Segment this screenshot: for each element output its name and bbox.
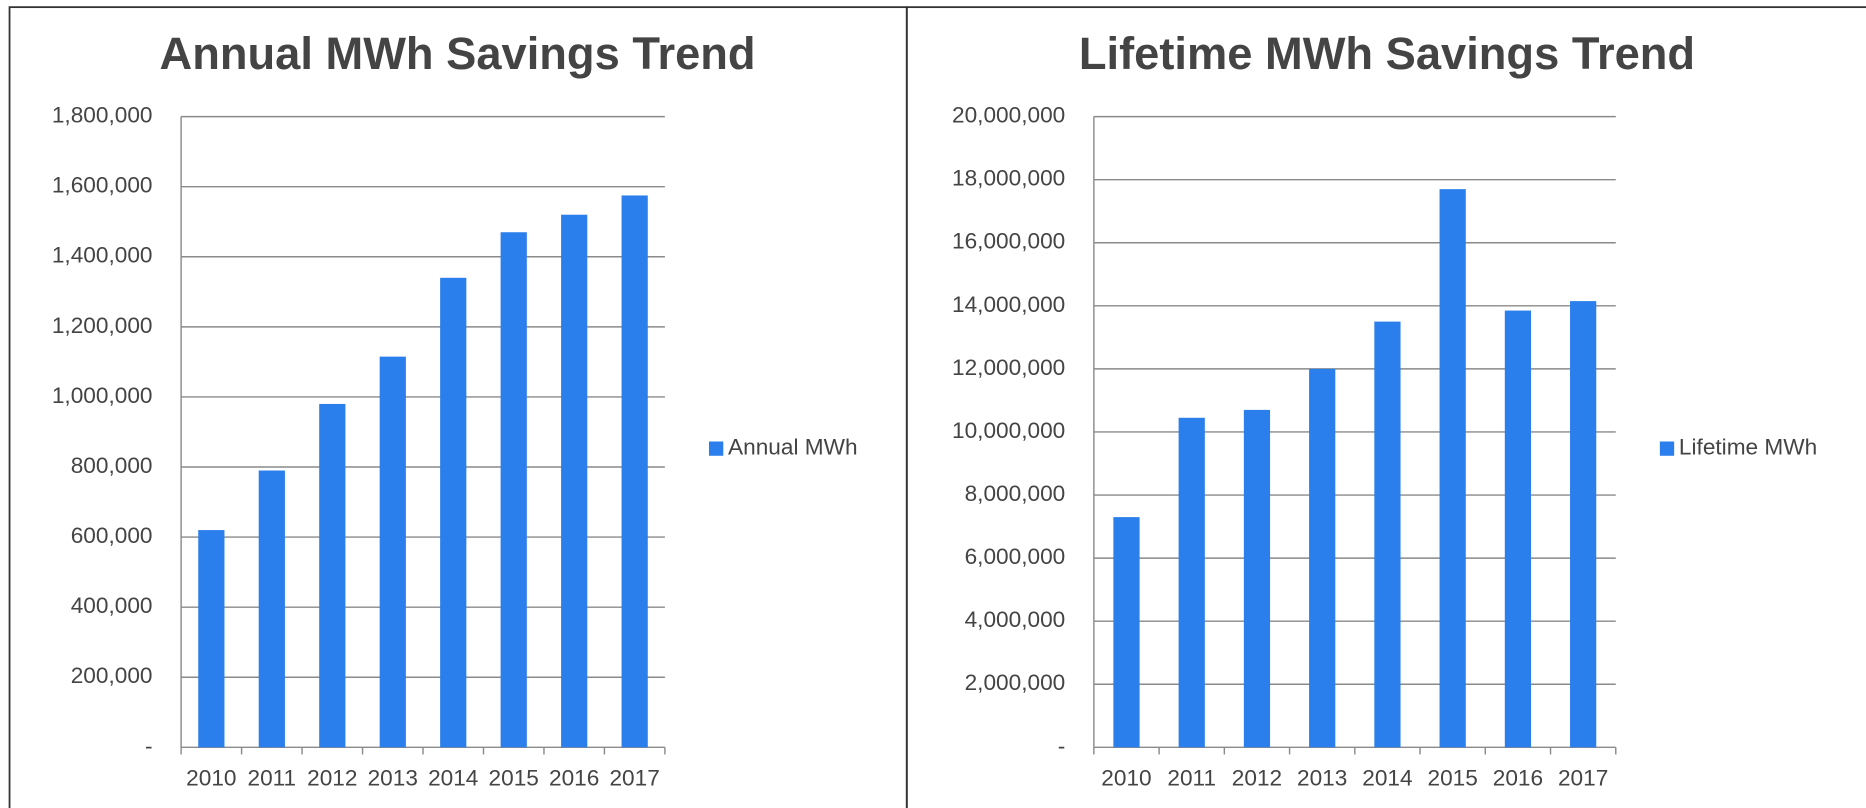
x-tick-label: 2016 xyxy=(1493,765,1543,790)
bar xyxy=(1374,321,1401,748)
y-tick-label: 800,000 xyxy=(71,453,153,478)
bar xyxy=(1439,189,1466,748)
bar xyxy=(1243,409,1271,748)
legend-label: Annual MWh xyxy=(728,435,858,460)
x-tick-label: 2012 xyxy=(1232,765,1282,790)
x-tick-label: 2015 xyxy=(1427,765,1477,790)
bar xyxy=(379,356,406,748)
bar xyxy=(1113,517,1140,748)
legend-label: Lifetime MWh xyxy=(1679,435,1817,460)
x-tick-label: 2017 xyxy=(609,765,659,790)
y-tick-label: 600,000 xyxy=(71,523,153,548)
y-tick-label: - xyxy=(145,733,153,758)
bar xyxy=(1309,368,1336,748)
chart-title: Lifetime MWh Savings Trend xyxy=(1079,28,1695,79)
charts: Annual MWh Savings Trend - 200,000 400,000 6… xyxy=(8,6,1866,808)
bar xyxy=(1178,417,1205,748)
y-tick-label: 16,000,000 xyxy=(952,229,1065,254)
bar xyxy=(258,470,285,748)
x-tick-label: 2012 xyxy=(307,765,357,790)
panel-border xyxy=(905,6,1866,808)
x-tick-label: 2016 xyxy=(549,765,599,790)
y-tick-label: 6,000,000 xyxy=(965,544,1066,569)
x-tick-label: 2015 xyxy=(489,765,539,790)
x-tick-label: 2013 xyxy=(368,765,418,790)
y-tick-label: 1,600,000 xyxy=(52,173,153,198)
y-tick-label: 14,000,000 xyxy=(952,292,1065,317)
x-tick-label: 2014 xyxy=(1362,765,1412,790)
y-tick-label: 1,800,000 xyxy=(52,103,153,128)
x-tick-label: 2010 xyxy=(186,765,236,790)
y-tick-label: 20,000,000 xyxy=(952,103,1065,128)
y-tick-label: 18,000,000 xyxy=(952,166,1065,191)
x-tick-label: 2011 xyxy=(247,765,296,790)
bar xyxy=(440,277,467,748)
bar xyxy=(1570,301,1597,748)
x-tick-label: 2011 xyxy=(1167,765,1216,790)
y-tick-label: 4,000,000 xyxy=(965,607,1066,632)
x-tick-label: 2010 xyxy=(1101,765,1151,790)
y-tick-label: 1,000,000 xyxy=(52,383,153,408)
y-tick-label: 400,000 xyxy=(71,593,153,618)
legend-swatch xyxy=(708,441,724,456)
y-tick-label: - xyxy=(1058,733,1066,758)
y-tick-label: 1,200,000 xyxy=(52,313,153,338)
y-tick-label: 200,000 xyxy=(71,663,153,688)
x-tick-label: 2014 xyxy=(428,765,478,790)
y-tick-label: 8,000,000 xyxy=(965,481,1066,506)
y-tick-label: 12,000,000 xyxy=(952,355,1065,380)
y-tick-label: 2,000,000 xyxy=(965,670,1066,695)
x-tick-label: 2017 xyxy=(1558,765,1608,790)
y-tick-label: 1,400,000 xyxy=(52,243,153,268)
bar xyxy=(198,530,225,748)
legend-swatch xyxy=(1659,441,1675,456)
chart-title: Annual MWh Savings Trend xyxy=(160,28,756,79)
bar xyxy=(561,214,588,748)
y-tick-label: 10,000,000 xyxy=(952,418,1065,443)
bar xyxy=(621,195,648,748)
bar xyxy=(319,403,346,748)
bar xyxy=(500,232,527,748)
x-tick-label: 2013 xyxy=(1297,765,1347,790)
bar xyxy=(1504,310,1532,748)
